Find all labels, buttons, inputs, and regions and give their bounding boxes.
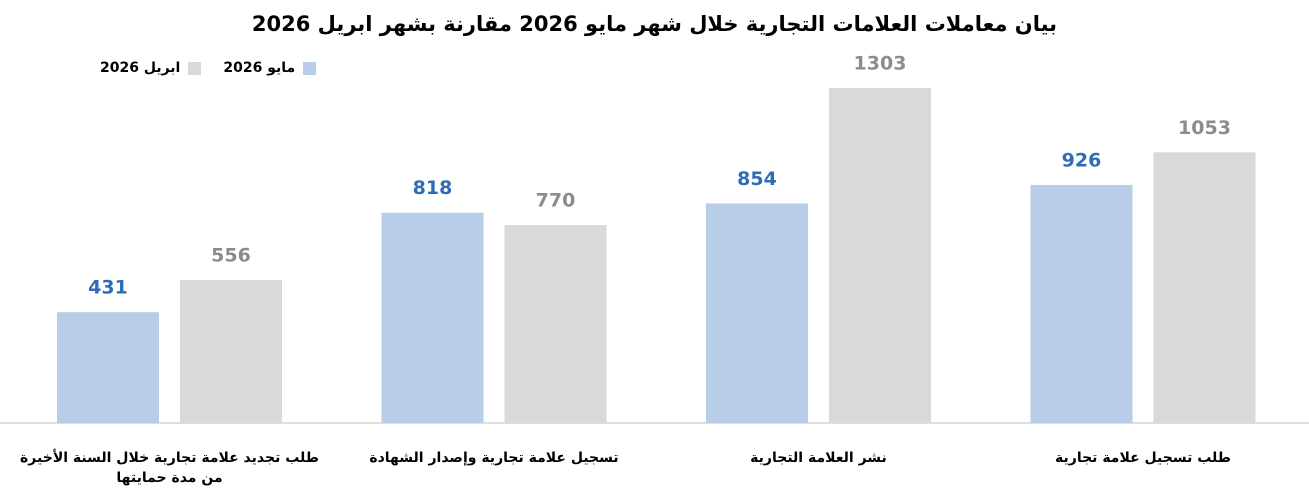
legend-item: مايو 2026: [223, 60, 317, 76]
value-label: 431: [88, 277, 128, 299]
value-label: 1303: [854, 53, 907, 75]
bar: [706, 203, 808, 423]
bar: [504, 225, 607, 423]
bar: [180, 280, 282, 423]
chart-title: بيان معاملات العلامات التجارية خلال شهر …: [251, 12, 1058, 36]
value-label-bg: [725, 165, 789, 194]
legend-swatch: [188, 61, 202, 75]
x-tick-label: طلب تجديد علامة تجارية خلال السنة الأخير…: [20, 450, 319, 486]
value-label: 818: [413, 177, 453, 199]
value-label-bg: [1049, 146, 1114, 175]
value-label-bg: [76, 274, 140, 303]
legend-label: مايو 2026: [223, 60, 296, 76]
legend-item: ابريل 2026: [100, 60, 202, 76]
value-label: 556: [211, 245, 251, 267]
value-label: 1053: [1178, 117, 1231, 139]
bar: [57, 312, 159, 423]
legend-swatch: [303, 61, 317, 75]
value-label: 926: [1062, 149, 1102, 171]
bar: [1030, 184, 1133, 423]
x-tick-label: تسجيل علامة تجارية وإصدار الشهادة: [369, 450, 619, 466]
value-label: 770: [536, 190, 576, 212]
bar: [1153, 152, 1256, 423]
bar: [381, 212, 484, 423]
value-label: 854: [737, 168, 777, 190]
value-label-bg: [400, 174, 465, 203]
x-tick-label: طلب تسجيل علامة تجارية: [1055, 450, 1231, 466]
bar: [829, 88, 931, 423]
x-tick-label: نشر العلامة التجارية: [750, 450, 887, 466]
legend: مايو 2026 ابريل 2026: [100, 60, 317, 76]
legend-label: ابريل 2026: [100, 60, 181, 76]
